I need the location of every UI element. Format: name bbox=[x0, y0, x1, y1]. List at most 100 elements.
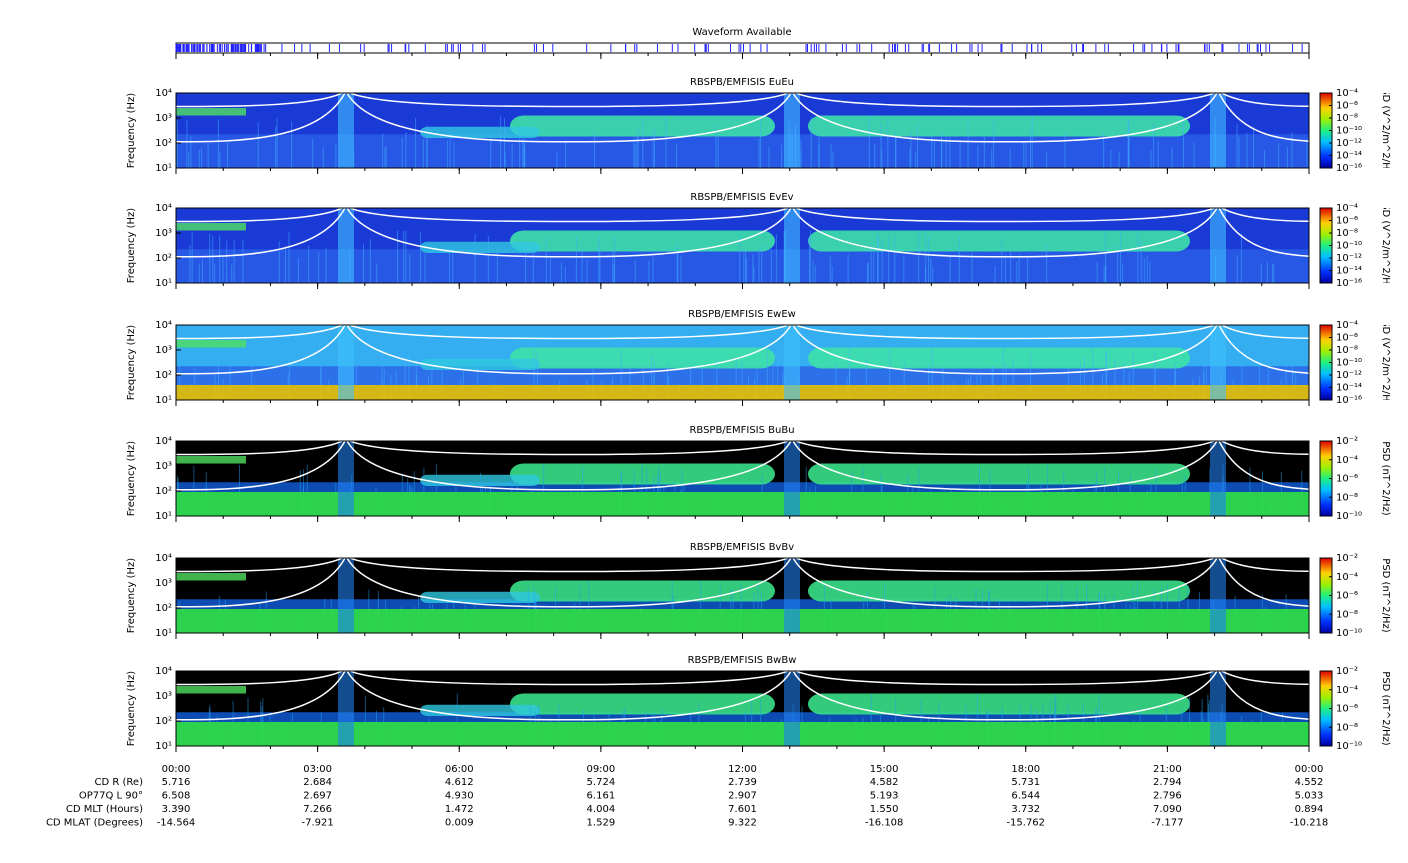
spectrogram bbox=[176, 93, 1309, 168]
spectrogram bbox=[176, 671, 1309, 746]
emission bbox=[420, 704, 540, 716]
emission bbox=[510, 230, 775, 252]
spectrogram bbox=[176, 325, 1309, 400]
fce-curve bbox=[794, 671, 1216, 686]
colorbar-tick-label: 10⁻² bbox=[1336, 436, 1358, 447]
fce-curve bbox=[794, 441, 1216, 456]
ephemeris-value: -15.762 bbox=[1006, 818, 1045, 829]
ephemeris-value: 2.697 bbox=[303, 791, 332, 802]
y-tick-label: 10³ bbox=[155, 461, 172, 472]
ephemeris-value: 4.612 bbox=[445, 777, 474, 788]
fce-curve bbox=[792, 325, 1218, 375]
ephemeris-value: 1.550 bbox=[870, 804, 899, 815]
ephemeris-value: 2.684 bbox=[303, 777, 332, 788]
y-tick-label: 10³ bbox=[155, 228, 172, 239]
y-tick-label: 10¹ bbox=[155, 628, 172, 639]
y-tick-label: 10⁴ bbox=[155, 203, 172, 214]
colorbar-label: PSD (V^2/m^2/Hz) bbox=[1380, 314, 1391, 411]
floor bbox=[176, 722, 1309, 746]
fce-curve bbox=[792, 671, 1218, 721]
ephemeris-value: 3.390 bbox=[162, 804, 191, 815]
ephemeris-value: 4.552 bbox=[1295, 777, 1324, 788]
fce-curve bbox=[1218, 208, 1309, 257]
emission bbox=[176, 456, 246, 464]
y-axis-label: Frequency (Hz) bbox=[126, 441, 137, 517]
colorbar-label: PSD (V^2/m^2/Hz) bbox=[1380, 197, 1391, 294]
colorbar-tick-label: 10⁻¹⁰ bbox=[1336, 126, 1362, 137]
colorbar-tick-label: 10⁻¹⁶ bbox=[1336, 278, 1362, 289]
ephemeris-value: -10.218 bbox=[1290, 818, 1329, 829]
fce-curve bbox=[794, 558, 1216, 573]
colorbar-tick-label: 10⁻¹⁰ bbox=[1336, 241, 1362, 252]
fce-curve bbox=[1220, 558, 1309, 573]
fce-curve bbox=[1220, 671, 1309, 686]
perigee bbox=[338, 558, 354, 633]
colorbar-tick-label: 10⁻¹⁰ bbox=[1336, 511, 1362, 522]
ephemeris-label: OP77Q L 90° bbox=[79, 791, 143, 802]
y-tick-label: 10³ bbox=[155, 691, 172, 702]
fce-curve bbox=[176, 671, 346, 721]
fce-curve bbox=[346, 93, 792, 143]
colorbar-label-group: PSD (V^2/m^2/Hz) bbox=[1380, 314, 1391, 411]
y-tick-label: 10⁴ bbox=[155, 666, 172, 677]
emission bbox=[510, 693, 775, 715]
fce-curve bbox=[1218, 441, 1309, 490]
spectrogram bbox=[176, 208, 1309, 283]
spectrogram bbox=[176, 558, 1309, 633]
ephemeris-value: 3.732 bbox=[1011, 804, 1040, 815]
fce-curve bbox=[346, 208, 792, 258]
colorbar-label-group: PSD (nT^2/Hz) bbox=[1380, 441, 1391, 515]
perigee bbox=[784, 208, 800, 283]
ephemeris-label: CD R (Re) bbox=[95, 777, 144, 788]
colorbar-tick-label: 10⁻² bbox=[1336, 553, 1358, 564]
ephemeris-value: 7.266 bbox=[303, 804, 332, 815]
ephemeris-value: 9.322 bbox=[728, 818, 757, 829]
ephemeris-value: 6.161 bbox=[587, 791, 616, 802]
perigee bbox=[784, 93, 800, 168]
fce-curve bbox=[1218, 558, 1309, 607]
fce-curve bbox=[1218, 671, 1309, 720]
ephemeris-value: 5.724 bbox=[587, 777, 616, 788]
spectrogram bbox=[176, 441, 1309, 516]
fce-curve bbox=[176, 208, 344, 223]
colorbar-tick-label: 10⁻¹⁰ bbox=[1336, 628, 1362, 639]
perigee bbox=[1210, 558, 1226, 633]
colorbar-tick-label: 10⁻⁸ bbox=[1336, 722, 1358, 733]
colorbar-tick-label: 10⁻⁴ bbox=[1336, 572, 1358, 583]
colorbar-tick-label: 10⁻⁶ bbox=[1336, 474, 1358, 485]
waveform-title: Waveform Available bbox=[692, 27, 791, 38]
y-tick-label: 10² bbox=[155, 370, 172, 381]
floor bbox=[176, 385, 1309, 400]
ephemeris-value: 6.544 bbox=[1011, 791, 1040, 802]
emission bbox=[808, 463, 1190, 485]
colorbar-tick-label: 10⁻⁴ bbox=[1336, 455, 1358, 466]
perigee bbox=[784, 441, 800, 516]
y-axis-label: Frequency (Hz) bbox=[126, 93, 137, 169]
fce-curve bbox=[346, 558, 792, 608]
colorbar-tick-label: 10⁻⁶ bbox=[1336, 216, 1358, 227]
y-tick-label: 10¹ bbox=[155, 278, 172, 289]
y-tick-label: 10² bbox=[155, 716, 172, 727]
perigee bbox=[338, 93, 354, 168]
fce-curve bbox=[348, 208, 790, 223]
emission bbox=[420, 474, 540, 486]
panel-title: RBSPB/EMFISIS EvEv bbox=[690, 192, 793, 203]
emission bbox=[510, 347, 775, 369]
colorbar-tick-label: 10⁻⁶ bbox=[1336, 101, 1358, 112]
floor bbox=[176, 609, 1309, 633]
x-tick-label: 18:00 bbox=[1011, 764, 1040, 775]
perigee bbox=[338, 325, 354, 400]
ephemeris-value: 4.582 bbox=[870, 777, 899, 788]
panel-title: RBSPB/EMFISIS BvBv bbox=[690, 542, 794, 553]
y-axis-label: Frequency (Hz) bbox=[126, 671, 137, 747]
colorbar-label-group: PSD (nT^2/Hz) bbox=[1380, 558, 1391, 632]
fce-curve bbox=[346, 671, 792, 721]
ephemeris-value: 2.794 bbox=[1153, 777, 1182, 788]
ephemeris-value: 1.529 bbox=[587, 818, 616, 829]
perigee bbox=[1210, 325, 1226, 400]
colorbar-tick-label: 10⁻⁴ bbox=[1336, 203, 1358, 214]
colorbar-tick-label: 10⁻¹⁶ bbox=[1336, 395, 1362, 406]
ephemeris-value: 4.930 bbox=[445, 791, 474, 802]
panel-title: RBSPB/EMFISIS BuBu bbox=[689, 425, 794, 436]
